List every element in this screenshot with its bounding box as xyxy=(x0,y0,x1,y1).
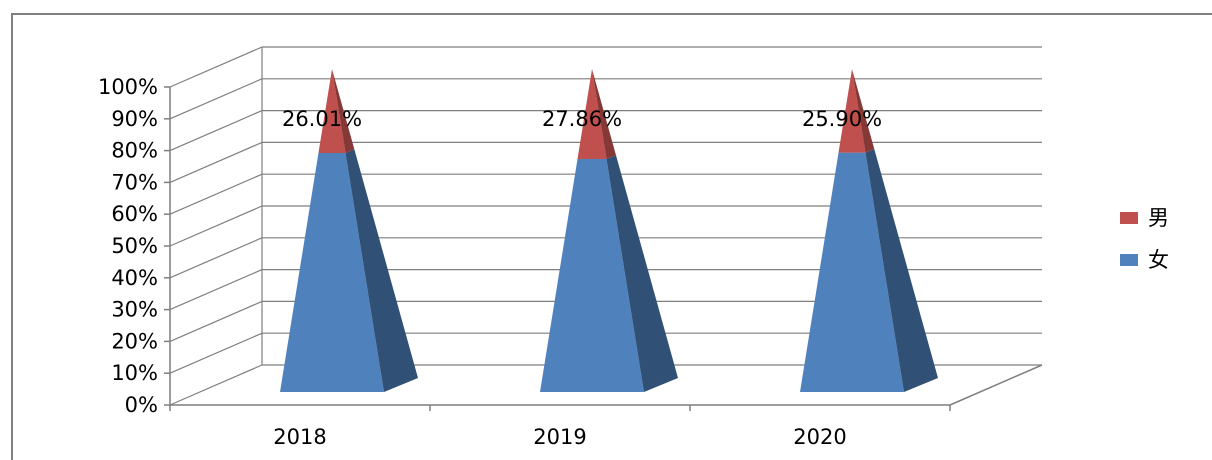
y-tick-label: 90% xyxy=(111,107,158,131)
side-gridline xyxy=(169,300,263,342)
side-gridline xyxy=(169,173,263,215)
y-tick-label: 80% xyxy=(111,139,158,163)
side-gridline xyxy=(169,78,263,120)
gridlines xyxy=(169,46,1042,406)
pyramid-2020 xyxy=(800,69,938,392)
bar-女-side xyxy=(865,149,938,392)
y-tick-label: 20% xyxy=(111,329,158,353)
bar-男-side xyxy=(332,69,355,154)
data-label: 25.90% xyxy=(802,107,882,131)
y-tick-label: 10% xyxy=(111,361,158,385)
side-gridline xyxy=(169,141,263,183)
chart-border xyxy=(11,13,1212,460)
side-gridline xyxy=(169,364,263,406)
y-tick-label: 100% xyxy=(98,75,158,99)
legend: 男女 xyxy=(1120,206,1169,272)
bar-男-front xyxy=(838,69,866,153)
axes xyxy=(164,86,1043,411)
bar-女-front xyxy=(280,153,384,392)
bar-男-side xyxy=(592,69,616,159)
y-axis-tick-labels: 0% 10% 20% 30% 40% 50% 60% 70% 80% 90% 100% xyxy=(98,75,158,417)
pyramid-2018 xyxy=(280,69,418,392)
bar-男-front xyxy=(577,69,607,159)
y-tick-label: 50% xyxy=(111,234,158,258)
y-tick-label: 70% xyxy=(111,170,158,194)
x-tick-label: 2020 xyxy=(793,425,846,449)
bar-男-side xyxy=(852,69,875,153)
pyramid-2019 xyxy=(540,69,678,392)
data-label: 27.86% xyxy=(542,107,622,131)
legend-swatch-男 xyxy=(1120,212,1138,224)
bar-女-side xyxy=(606,155,678,392)
legend-swatch-女 xyxy=(1120,254,1138,266)
bar-女-side xyxy=(345,149,418,392)
side-gridline xyxy=(169,205,263,247)
side-gridline xyxy=(169,46,263,88)
legend-label-男: 男 xyxy=(1148,206,1169,230)
data-labels: 26.01% 27.86% 25.90% xyxy=(282,107,882,131)
side-gridline xyxy=(169,110,263,152)
data-label: 26.01% xyxy=(282,107,362,131)
side-gridline xyxy=(169,332,263,374)
side-gridline xyxy=(169,237,263,279)
legend-label-女: 女 xyxy=(1148,248,1169,272)
x-tick-label: 2019 xyxy=(533,425,586,449)
pyramid-bars xyxy=(280,69,938,392)
bar-女-front xyxy=(800,152,904,392)
y-tick-label: 40% xyxy=(111,266,158,290)
bar-男-front xyxy=(318,69,346,154)
x-tick-label: 2018 xyxy=(273,425,326,449)
floor-right-edge xyxy=(949,364,1043,406)
y-tick-label: 0% xyxy=(125,393,158,417)
y-tick-label: 30% xyxy=(111,298,158,322)
side-gridline xyxy=(169,269,263,311)
x-axis-tick-labels: 2018 2019 2020 xyxy=(273,425,846,449)
bar-女-front xyxy=(540,158,644,392)
y-tick-label: 60% xyxy=(111,202,158,226)
